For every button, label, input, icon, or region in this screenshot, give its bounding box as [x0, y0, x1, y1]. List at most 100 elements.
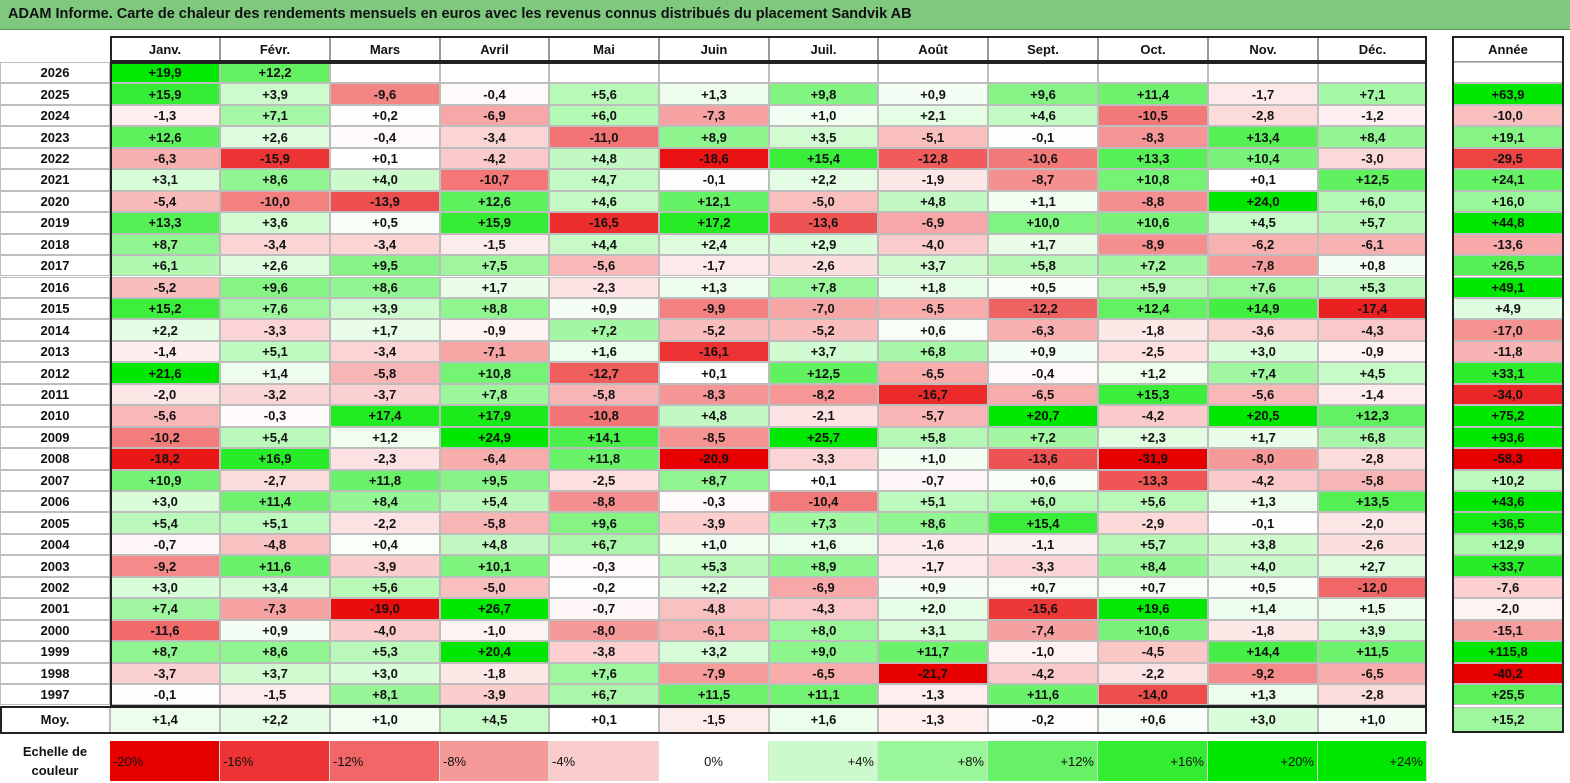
heatmap-cell: -5,6 — [110, 405, 220, 427]
color-scale-step: +16% — [1098, 741, 1208, 781]
heatmap-cell: +3,0 — [1208, 340, 1318, 363]
heatmap-cell: -3,7 — [110, 662, 220, 685]
heatmap-cell — [769, 62, 878, 84]
heatmap-cell: +4,4 — [549, 233, 659, 256]
heatmap-cell: -5,4 — [110, 190, 220, 213]
heatmap-cell: +5,4 — [220, 426, 330, 449]
heatmap-cell: +5,6 — [1098, 491, 1208, 513]
heatmap-cell: +7,6 — [1208, 276, 1318, 298]
month-header: Mars — [330, 36, 440, 62]
year-label: 2025 — [0, 83, 110, 105]
heatmap-cell: +12,2 — [220, 62, 330, 84]
heatmap-cell: -10,5 — [1098, 104, 1208, 127]
heatmap-cell: +3,9 — [220, 83, 330, 105]
annual-cell: +49,1 — [1452, 276, 1564, 298]
heatmap-cell: -7,4 — [988, 619, 1098, 642]
heatmap-cell: +17,2 — [659, 212, 769, 234]
heatmap-cell: -18,2 — [110, 448, 220, 470]
heatmap-cell: +1,7 — [330, 319, 440, 341]
heatmap-cell: -7,0 — [769, 297, 878, 320]
heatmap-cell: +1,0 — [769, 104, 878, 127]
heatmap-cell: -4,5 — [1098, 641, 1208, 663]
heatmap-cell: -2,3 — [330, 448, 440, 470]
heatmap-cell: +11,4 — [220, 491, 330, 513]
heatmap-cell: -3,9 — [330, 555, 440, 577]
annual-cell: +26,5 — [1452, 255, 1564, 277]
heatmap-cell: -5,2 — [769, 319, 878, 341]
heatmap-cell: +1,3 — [659, 276, 769, 298]
heatmap-cell: +2,0 — [878, 598, 988, 620]
heatmap-cell: -2,6 — [1318, 533, 1427, 556]
heatmap-cell: -7,1 — [440, 340, 549, 363]
year-label: 1997 — [0, 684, 110, 706]
heatmap-cell: +2,3 — [1098, 426, 1208, 449]
heatmap-cell: -8,3 — [659, 383, 769, 406]
annual-cell: +12,9 — [1452, 533, 1564, 556]
average-cell: +3,0 — [1208, 706, 1318, 733]
heatmap-cell: +11,8 — [330, 469, 440, 491]
heatmap-cell: -10,6 — [988, 147, 1098, 170]
heatmap-cell: -6,9 — [878, 212, 988, 234]
color-scale-label-line1: Echelle de — [22, 744, 88, 759]
heatmap-cell: +2,2 — [110, 319, 220, 341]
heatmap-cell: +10,8 — [1098, 169, 1208, 191]
color-scale-step: 0% — [659, 741, 769, 781]
heatmap-cell: +0,9 — [220, 619, 330, 642]
heatmap-cell: +11,5 — [1318, 641, 1427, 663]
annual-cell: -15,1 — [1452, 619, 1564, 642]
heatmap-cell: +8,0 — [769, 619, 878, 642]
heatmap-cell: +1,3 — [659, 83, 769, 105]
heatmap-cell: +6,8 — [1318, 426, 1427, 449]
heatmap-cell: +14,1 — [549, 426, 659, 449]
heatmap-cell: -7,8 — [1208, 255, 1318, 277]
heatmap-cell: +2,7 — [1318, 555, 1427, 577]
annual-cell: -17,0 — [1452, 319, 1564, 341]
heatmap-cell: -5,6 — [549, 255, 659, 277]
heatmap-cell: -5,7 — [878, 405, 988, 427]
heatmap-cell: -1,4 — [110, 340, 220, 363]
heatmap-cell: +14,4 — [1208, 641, 1318, 663]
heatmap-cell: +11,6 — [220, 555, 330, 577]
average-cell: -1,5 — [659, 706, 769, 733]
color-scale-step: -4% — [549, 741, 659, 781]
annual-cell: -10,0 — [1452, 104, 1564, 127]
year-total-header: Année — [1452, 36, 1564, 62]
heatmap-cell: -5,6 — [1208, 383, 1318, 406]
heatmap-cell: -0,1 — [110, 684, 220, 706]
heatmap-cell: -0,7 — [549, 598, 659, 620]
heatmap-cell: -12,8 — [878, 147, 988, 170]
heatmap-cell: -4,3 — [1318, 319, 1427, 341]
heatmap-cell: +4,8 — [878, 190, 988, 213]
year-label: 2009 — [0, 426, 110, 449]
heatmap-cell: +15,9 — [440, 212, 549, 234]
heatmap-cell: +5,6 — [330, 576, 440, 599]
average-annual-cell: +15,2 — [1452, 706, 1564, 733]
heatmap-cell: +2,2 — [769, 169, 878, 191]
heatmap-cell: +8,8 — [440, 297, 549, 320]
heatmap-cell: +3,5 — [769, 126, 878, 148]
heatmap-cell: -3,2 — [220, 383, 330, 406]
average-cell: -1,3 — [878, 706, 988, 733]
heatmap-cell: -2,5 — [1098, 340, 1208, 363]
heatmap-cell: +12,1 — [659, 190, 769, 213]
heatmap-cell: -9,6 — [330, 83, 440, 105]
heatmap-cell: +1,4 — [220, 362, 330, 384]
heatmap-cell: +21,6 — [110, 362, 220, 384]
heatmap-cell: -8,5 — [659, 426, 769, 449]
heatmap-cell: +4,0 — [330, 169, 440, 191]
heatmap-cell: +5,3 — [1318, 276, 1427, 298]
heatmap-cell: -13,3 — [1098, 469, 1208, 491]
annual-cell: +36,5 — [1452, 512, 1564, 534]
heatmap-cell: +12,6 — [440, 190, 549, 213]
heatmap-cell: +7,2 — [1098, 255, 1208, 277]
heatmap-cell: -0,4 — [440, 83, 549, 105]
heatmap-cell — [1098, 62, 1208, 84]
heatmap-cell: -15,9 — [220, 147, 330, 170]
heatmap-cell: +13,3 — [1098, 147, 1208, 170]
heatmap-cell: -0,7 — [110, 533, 220, 556]
heatmap-cell: +3,0 — [110, 576, 220, 599]
heatmap-cell: -3,0 — [1318, 147, 1427, 170]
heatmap-cell: -5,2 — [659, 319, 769, 341]
heatmap-cell: +6,0 — [549, 104, 659, 127]
heatmap-cell: +3,9 — [1318, 619, 1427, 642]
